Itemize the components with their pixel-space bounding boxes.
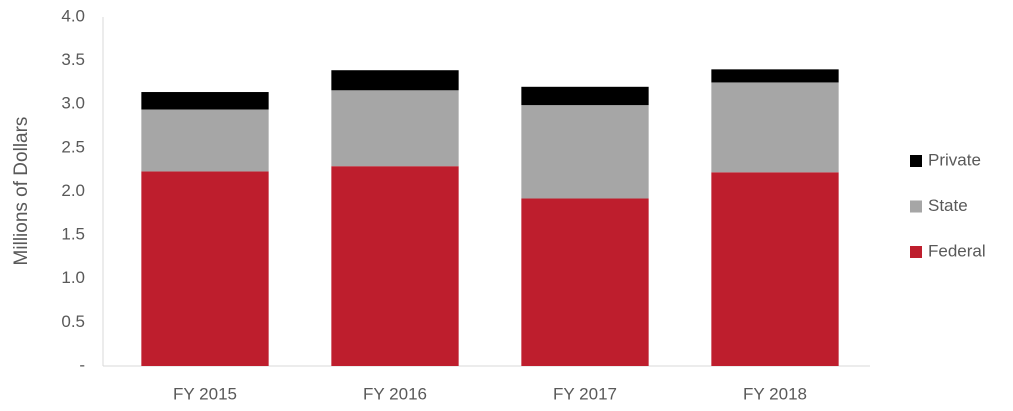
y-axis-label: Millions of Dollars [11, 117, 32, 266]
x-tick-label: FY 2016 [363, 384, 427, 403]
legend-swatch [910, 200, 922, 213]
legend-label: State [928, 196, 968, 215]
legend-label: Private [928, 150, 981, 169]
bar-segment [141, 109, 269, 172]
y-tick-label: 1.5 [61, 225, 85, 244]
x-tick-label: FY 2018 [743, 384, 807, 403]
y-tick-label: 4.0 [61, 6, 85, 25]
bar-segment [331, 90, 459, 167]
bar-segment [331, 166, 459, 366]
x-tick-label: FY 2017 [553, 384, 617, 403]
legend-swatch [910, 246, 922, 258]
y-tick-label: - [79, 355, 85, 374]
legend-swatch [910, 155, 922, 167]
y-tick-label: 3.0 [61, 94, 85, 113]
y-tick-label: 2.5 [61, 137, 85, 156]
bar-segment [141, 171, 269, 366]
y-tick-label: 2.0 [61, 181, 85, 200]
bar-segment [711, 69, 839, 83]
bar-segment [141, 92, 269, 110]
bar-segment [521, 198, 649, 366]
bar-segment [521, 86, 649, 106]
bar-segment [711, 172, 839, 366]
legend-label: Federal [928, 241, 986, 260]
y-tick-label: 0.5 [61, 312, 85, 331]
y-tick-label: 3.5 [61, 50, 85, 69]
bar-segment [711, 82, 839, 173]
x-tick-label: FY 2015 [173, 384, 237, 403]
bar-segment [331, 70, 459, 91]
y-tick-label: 1.0 [61, 268, 85, 287]
bar-segment [521, 105, 649, 199]
